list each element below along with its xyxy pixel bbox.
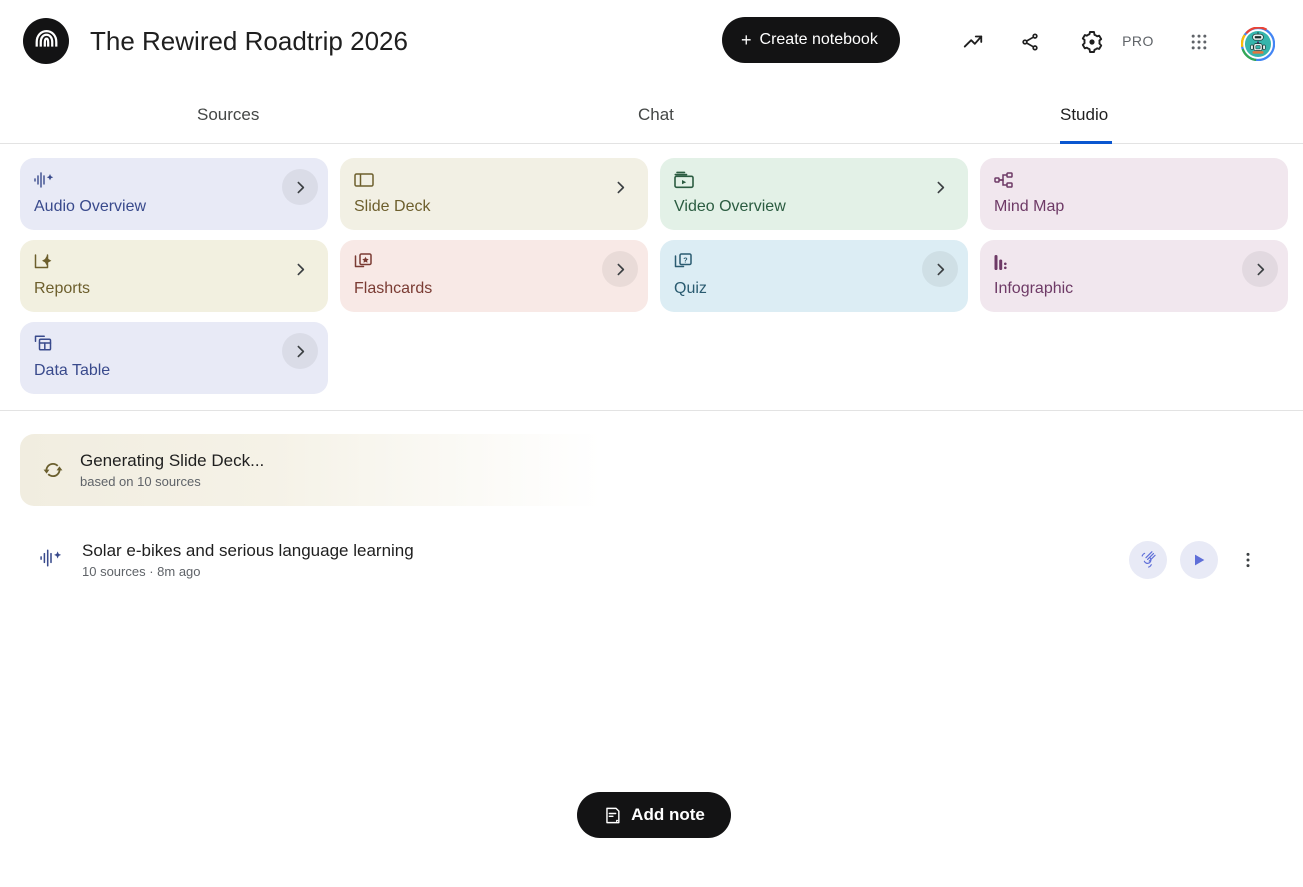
svg-text:?: ? [683,255,687,264]
